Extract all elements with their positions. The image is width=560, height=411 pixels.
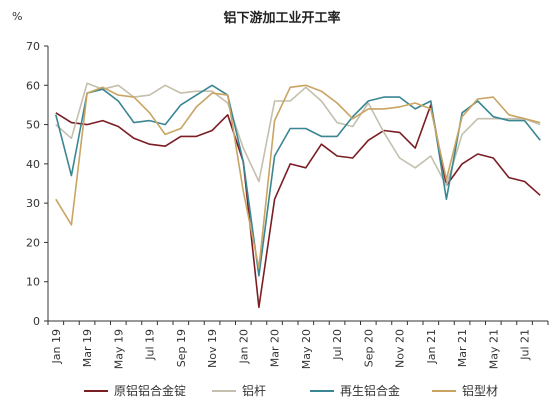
legend-label: 铝型材 [462, 383, 498, 398]
series-line-0 [55, 104, 541, 309]
x-tick-label: Jan 21 [425, 329, 438, 364]
x-tick-label: May 20 [300, 329, 313, 369]
x-tick-label: Jan 20 [237, 329, 250, 364]
legend-label: 原铝铝合金锭 [114, 383, 186, 398]
series-line-1 [55, 82, 541, 187]
x-tick-label: Jul 19 [144, 329, 157, 361]
x-tick-label: May 19 [112, 329, 125, 369]
x-axis: Jan 19 Mar 19 May 19 Jul 19 Sep 19 Nov 19 Jan … [47, 320, 549, 369]
y-axis: 0 10 20 30 40 50 60 70 [26, 40, 49, 328]
y-tick-label: 0 [33, 315, 40, 328]
legend: 原铝铝合金锭 铝杆 再生铝合金 铝型材 [84, 383, 498, 398]
x-tick-label: Sep 19 [175, 329, 188, 367]
x-tick-label: Jan 19 [50, 329, 63, 364]
series-line-3 [55, 84, 541, 269]
x-tick-label: May 21 [487, 329, 500, 369]
series-line-2 [55, 84, 541, 277]
x-tick-label: Nov 20 [394, 329, 407, 368]
x-tick-label: Mar 20 [269, 329, 282, 367]
y-tick-label: 70 [26, 40, 40, 53]
x-tick-label: Jul 20 [331, 329, 344, 361]
x-tick-label: Jul 21 [519, 329, 532, 361]
y-axis-unit-label: % [12, 10, 22, 23]
series-lines [55, 82, 541, 309]
x-tick-label: Mar 19 [81, 329, 94, 367]
x-tick-label: Mar 21 [456, 329, 469, 367]
x-tick-label: Nov 19 [206, 329, 219, 368]
legend-label: 铝杆 [242, 383, 266, 398]
y-tick-label: 30 [26, 197, 40, 210]
y-tick-label: 50 [26, 119, 40, 132]
y-tick-label: 60 [26, 79, 40, 92]
legend-label: 再生铝合金 [340, 383, 400, 398]
chart-title: 铝下游加工业开工率 [223, 10, 340, 26]
x-tick-label: Sep 20 [362, 329, 375, 367]
y-tick-label: 10 [26, 276, 40, 289]
y-tick-label: 20 [26, 236, 40, 249]
y-tick-label: 40 [26, 158, 40, 171]
